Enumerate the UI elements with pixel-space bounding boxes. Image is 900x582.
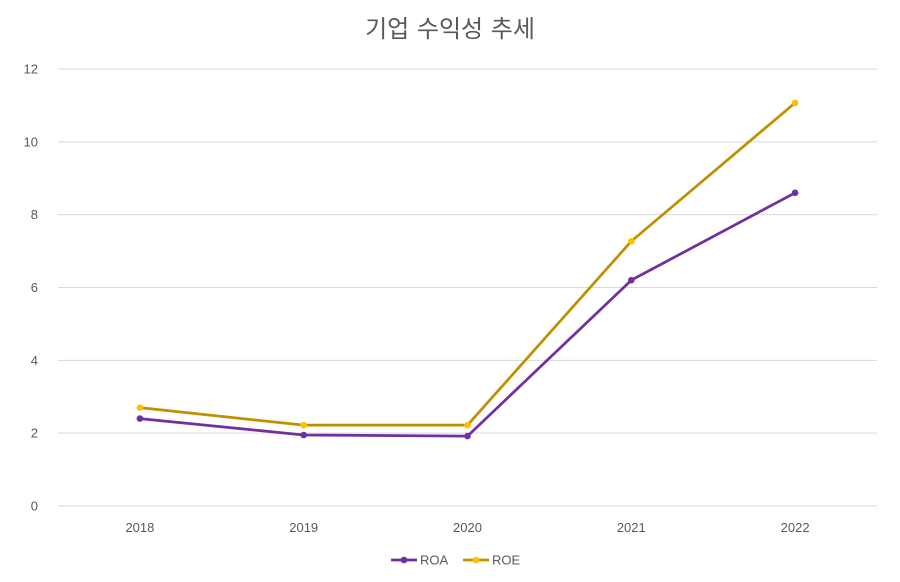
series-lines	[136, 99, 799, 440]
y-tick-label: 0	[31, 499, 38, 514]
x-tick-label: 2020	[453, 520, 482, 535]
gridlines	[58, 68, 877, 507]
y-tick-label: 6	[31, 280, 38, 295]
series-line-roe	[138, 101, 797, 427]
x-axis-ticks: 2018 2019 2020 2021 2022	[125, 520, 809, 535]
data-point-roe-2019	[300, 421, 308, 429]
legend-marker-roa	[400, 556, 408, 564]
legend-label-roa: ROA	[420, 553, 449, 568]
x-tick-label: 2019	[289, 520, 318, 535]
data-point-roe-2022	[791, 99, 799, 107]
y-tick-label: 12	[24, 62, 38, 77]
y-tick-label: 2	[31, 426, 38, 441]
chart-title: 기업 수익성 추세	[365, 15, 535, 43]
legend: ROA ROE	[391, 553, 521, 568]
data-point-roa-2021	[628, 276, 635, 284]
data-point-roa-2020	[464, 432, 471, 440]
data-point-roa-2022	[791, 189, 799, 197]
x-tick-label: 2018	[125, 520, 154, 535]
legend-marker-roe	[472, 556, 480, 564]
legend-label-roe: ROE	[492, 553, 521, 568]
data-point-roa-2019	[300, 431, 308, 439]
data-point-roe-2020	[464, 421, 471, 429]
x-tick-label: 2022	[781, 520, 810, 535]
y-tick-label: 8	[31, 207, 38, 222]
y-tick-label: 4	[31, 353, 38, 368]
x-tick-label: 2021	[617, 520, 646, 535]
y-tick-label: 10	[24, 134, 38, 149]
series-line-roa	[138, 191, 797, 438]
data-point-roa-2018	[136, 415, 144, 422]
data-point-roe-2018	[136, 404, 144, 411]
y-axis-ticks: 0 2 4 6 8 10 12	[24, 62, 38, 514]
data-point-roe-2021	[628, 237, 635, 245]
